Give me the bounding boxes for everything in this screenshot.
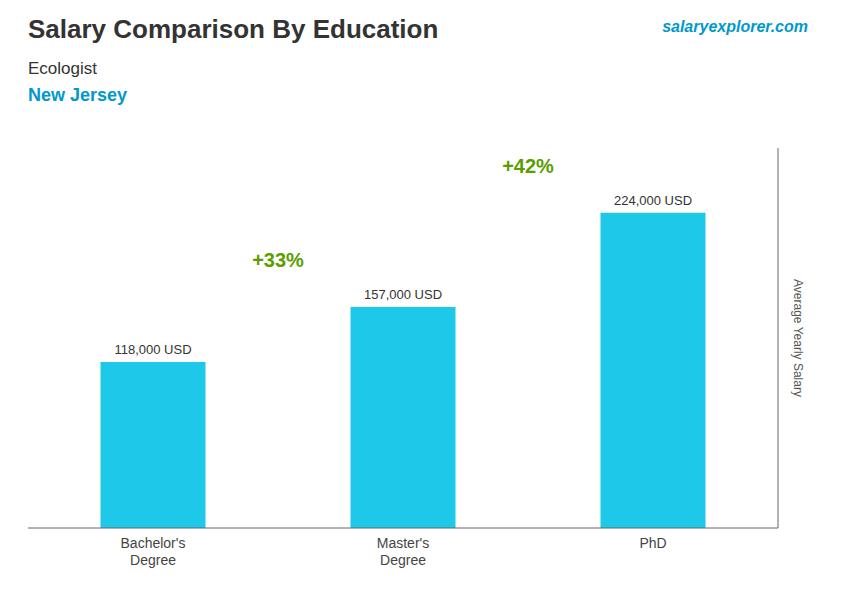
svg-text:224,000 USD: 224,000 USD	[614, 193, 692, 208]
html-text:Ecologist: Ecologist	[28, 59, 97, 78]
html-text:New Jersey: New Jersey	[28, 85, 128, 105]
svg-text:+42%: +42%	[502, 155, 554, 177]
svg-text:Bachelor'sDegree: Bachelor'sDegree	[121, 535, 186, 568]
html-text:salaryexplorer.com: salaryexplorer.com	[662, 18, 808, 35]
svg-text:+33%: +33%	[252, 249, 304, 271]
svg-text:Master'sDegree: Master'sDegree	[377, 535, 429, 568]
html-text:Salary Comparison By Education: Salary Comparison By Education	[28, 14, 439, 44]
svg-text:157,000 USD: 157,000 USD	[364, 287, 442, 302]
svg-text:Average Yearly Salary: Average Yearly Salary	[791, 279, 805, 397]
svg-text:PhD: PhD	[639, 535, 666, 551]
svg-text:118,000 USD: 118,000 USD	[114, 342, 191, 357]
